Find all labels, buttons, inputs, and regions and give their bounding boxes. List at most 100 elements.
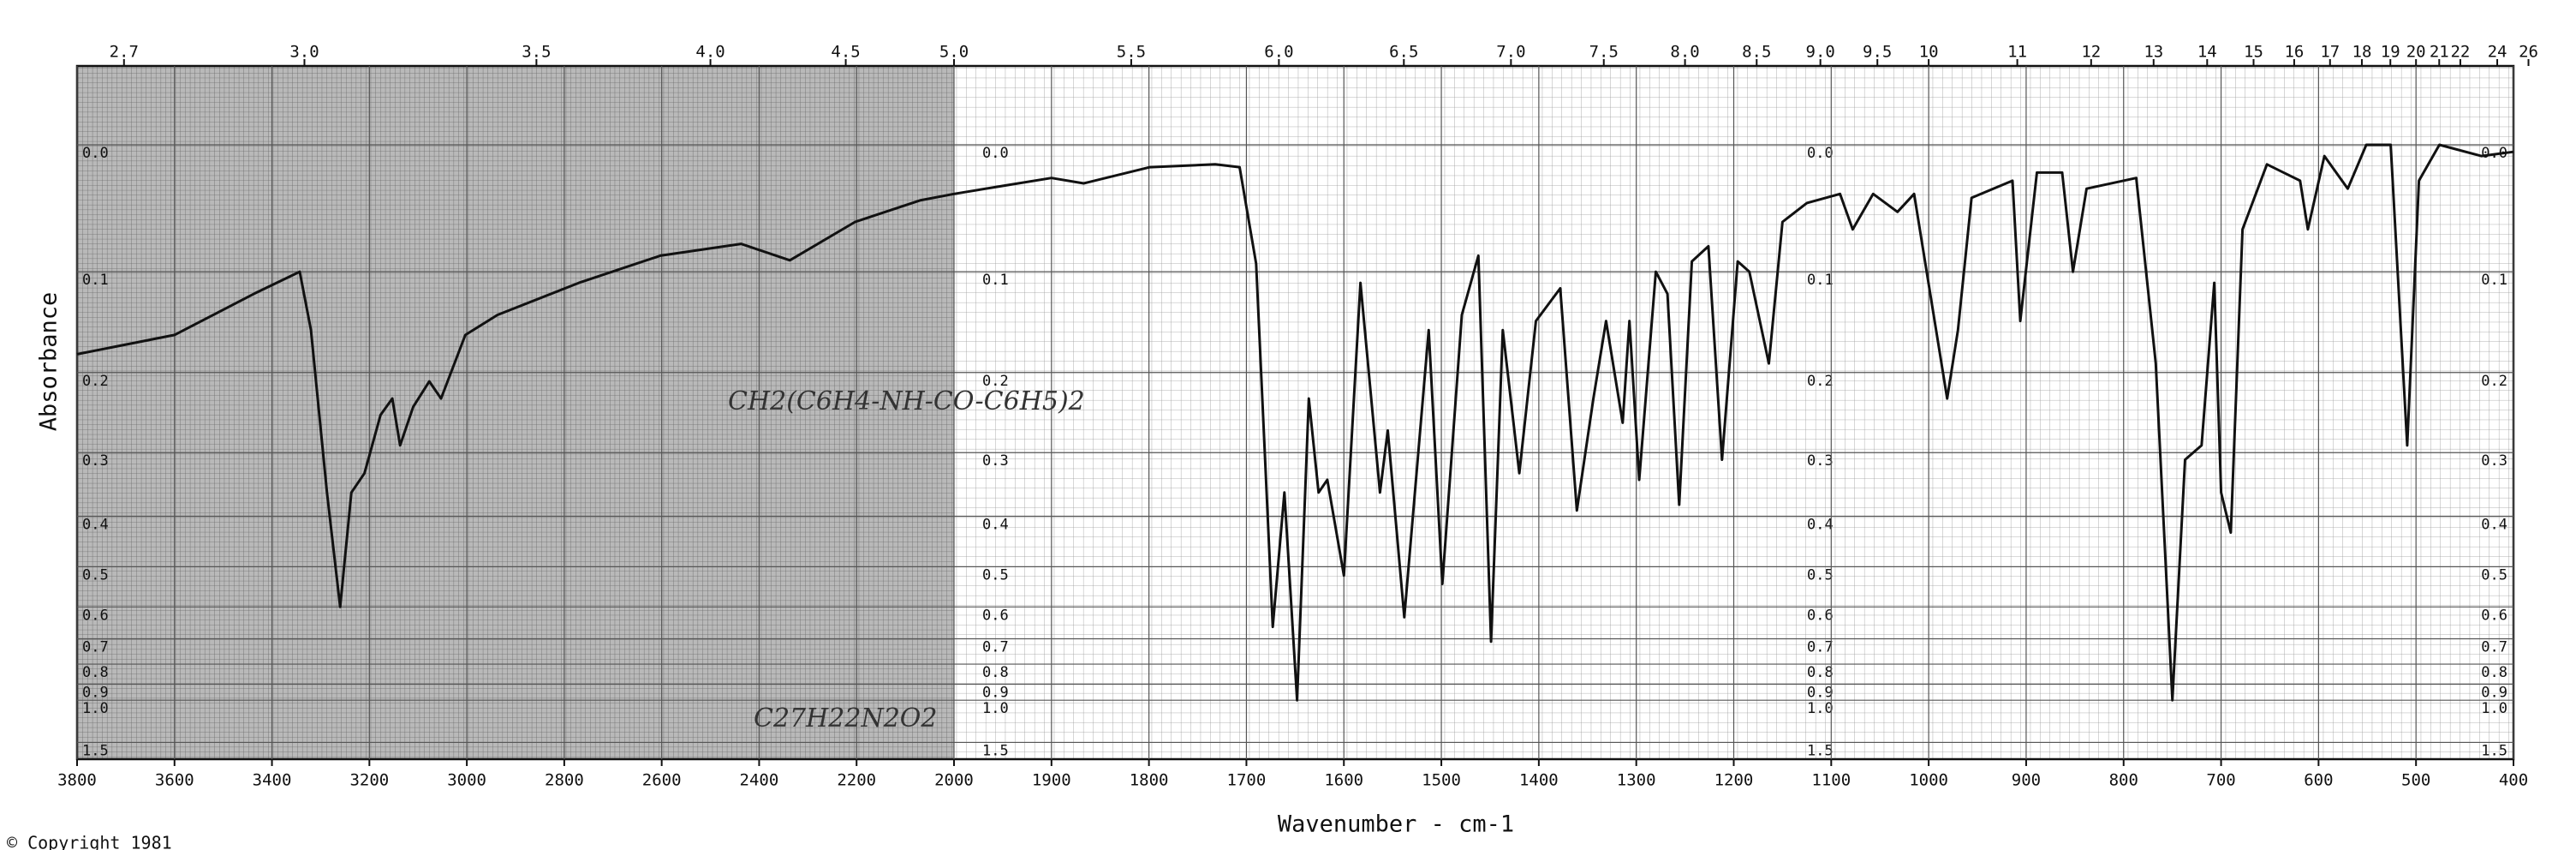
y-tick-label: 1.5 <box>1807 742 1834 759</box>
y-tick-label: 1.5 <box>982 742 1009 759</box>
x-tick-label: 1000 <box>1909 771 1948 790</box>
x-tick-label: 3600 <box>155 771 194 790</box>
x2-tick-label: 17 <box>2320 43 2340 62</box>
x2-tick-label: 5.0 <box>939 43 969 62</box>
x-axis-label: Wavenumber - cm-1 <box>1278 811 1514 838</box>
y-tick-label: 0.9 <box>982 685 1009 702</box>
x2-tick-label: 7.0 <box>1496 43 1525 62</box>
y-tick-label: 0.1 <box>82 272 109 289</box>
y-tick-label: 0.5 <box>2481 566 2507 584</box>
y-tick-label: 0.0 <box>982 145 1009 162</box>
x2-tick-label: 15 <box>2244 43 2263 62</box>
y-tick-label: 0.4 <box>1807 516 1834 533</box>
x2-tick-label: 13 <box>2144 43 2163 62</box>
x-tick-label: 3200 <box>349 771 389 790</box>
y-tick-label: 0.8 <box>2481 664 2507 681</box>
y-tick-label: 0.4 <box>982 516 1009 533</box>
y-tick-label: 0.0 <box>1807 145 1834 162</box>
annotation: CH2(C6H4-NH-CO-C6H5)2 <box>728 386 1085 416</box>
x2-tick-label: 18 <box>2352 43 2372 62</box>
x-tick-label: 1700 <box>1227 771 1267 790</box>
x-tick-label: 700 <box>2206 771 2235 790</box>
x2-tick-label: 4.5 <box>831 43 860 62</box>
x2-tick-label: 24 <box>2488 43 2507 62</box>
y-tick-label: 1.5 <box>2481 742 2507 759</box>
x2-tick-label: 20 <box>2406 43 2426 62</box>
x-tick-label: 1400 <box>1519 771 1559 790</box>
x-tick-label: 1300 <box>1617 771 1656 790</box>
x-tick-label: 2200 <box>837 771 876 790</box>
y-tick-label: 0.3 <box>982 452 1009 470</box>
x-tick-label: 2800 <box>545 771 584 790</box>
grid: 0.0 0.0 0.0 0.00.1 0.1 0.1 0.10.2 0.2 0.2 0.20.3 0… <box>57 43 2538 790</box>
x2-tick-label: 3.0 <box>289 43 319 62</box>
spectrum-line <box>76 143 2514 702</box>
y-tick-label: 0.5 <box>1807 566 1834 584</box>
y-tick-label: 0.7 <box>82 639 109 656</box>
y-tick-label: 0.2 <box>982 373 1009 390</box>
x-tick-label: 800 <box>2109 771 2138 790</box>
y-tick-label: 0.2 <box>82 373 109 390</box>
x-tick-label: 400 <box>2499 771 2528 790</box>
y-tick-label: 1.0 <box>82 700 109 717</box>
y-tick-label: 0.5 <box>982 566 1009 584</box>
y-tick-label: 1.0 <box>1807 700 1834 717</box>
x2-tick-label: 22 <box>2450 43 2470 62</box>
x2-tick-label: 9.5 <box>1863 43 1892 62</box>
x-tick-label: 2400 <box>740 771 779 790</box>
shaded-grid <box>77 66 954 759</box>
y-tick-label: 0.8 <box>982 664 1009 681</box>
y-tick-label: 1.0 <box>2481 700 2507 717</box>
y-tick-label: 0.6 <box>82 607 109 624</box>
x2-tick-label: 6.5 <box>1389 43 1418 62</box>
x2-tick-label: 9.0 <box>1806 43 1835 62</box>
x2-tick-label: 6.0 <box>1264 43 1293 62</box>
x-tick-label: 1900 <box>1032 771 1071 790</box>
x2-tick-label: 19 <box>2381 43 2400 62</box>
x-tick-label: 3000 <box>447 771 486 790</box>
y-tick-label: 0.8 <box>82 664 109 681</box>
x-tick-label: 600 <box>2304 771 2333 790</box>
x-tick-label: 3400 <box>253 771 292 790</box>
x2-tick-label: 5.5 <box>1117 43 1146 62</box>
y-tick-label: 0.2 <box>2481 373 2507 390</box>
x2-tick-label: 26 <box>2519 43 2538 62</box>
x2-tick-label: 7.5 <box>1589 43 1619 62</box>
x-tick-label: 1800 <box>1130 771 1169 790</box>
x-tick-label: 900 <box>2012 771 2041 790</box>
x2-tick-label: 4.0 <box>695 43 724 62</box>
y-tick-label: 0.4 <box>82 516 109 533</box>
footer: © Copyright 1981 <box>7 833 172 850</box>
y-tick-label: 0.8 <box>1807 664 1834 681</box>
x-tick-label: 2600 <box>642 771 682 790</box>
y-tick-label: 0.7 <box>2481 639 2507 656</box>
y-tick-label: 0.4 <box>2481 516 2507 533</box>
x2-tick-label: 16 <box>2284 43 2304 62</box>
x-tick-label: 1200 <box>1714 771 1754 790</box>
x-tick-label: 500 <box>2401 771 2430 790</box>
y-tick-label: 0.2 <box>1807 373 1834 390</box>
y-tick-label: 0.7 <box>1807 639 1834 656</box>
y-tick-label: 0.1 <box>1807 272 1834 289</box>
annotation: C27H22N2O2 <box>754 703 937 733</box>
y-tick-label: 0.9 <box>1807 685 1834 702</box>
y-tick-label: 0.7 <box>982 639 1009 656</box>
y-tick-label: 1.0 <box>982 700 1009 717</box>
marks <box>76 143 2514 702</box>
x2-tick-label: 8.0 <box>1670 43 1699 62</box>
y-tick-label: 0.0 <box>82 145 109 162</box>
y-tick-label: 0.6 <box>1807 607 1834 624</box>
x2-tick-label: 10 <box>1919 43 1939 62</box>
x-tick-label: 1600 <box>1324 771 1363 790</box>
x2-tick-label: 21 <box>2430 43 2449 62</box>
x2-tick-label: 8.5 <box>1742 43 1771 62</box>
y-tick-label: 0.3 <box>2481 452 2507 470</box>
y-tick-label: 0.5 <box>82 566 109 584</box>
x-tick-label: 3800 <box>57 771 97 790</box>
y-tick-label: 0.1 <box>2481 272 2507 289</box>
x2-tick-label: 2.7 <box>110 43 139 62</box>
x2-tick-label: 12 <box>2081 43 2101 62</box>
x-tick-label: 1500 <box>1422 771 1461 790</box>
y-tick-label: 0.1 <box>982 272 1009 289</box>
